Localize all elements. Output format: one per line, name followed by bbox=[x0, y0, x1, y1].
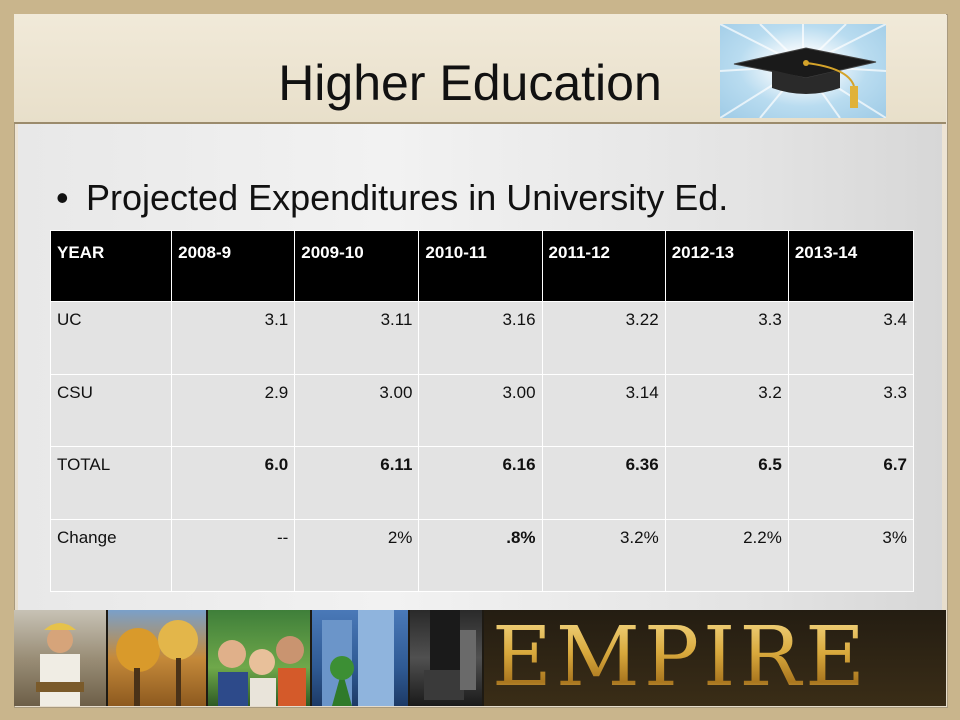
empire-logo-text: EMPIRE bbox=[492, 610, 869, 705]
table-cell: 3.3 bbox=[664, 301, 789, 375]
table-cell: .8% bbox=[418, 518, 543, 592]
table-cell: 6.0 bbox=[171, 446, 296, 520]
table-cell: 3% bbox=[787, 518, 915, 592]
bullet-dot: • bbox=[56, 177, 69, 218]
table-header-cell: 2011-12 bbox=[541, 230, 666, 302]
table-cell: 6.36 bbox=[541, 446, 666, 520]
table-cell: -- bbox=[171, 518, 296, 592]
empire-logo: EMPIRE bbox=[484, 610, 946, 706]
family-photo bbox=[208, 610, 310, 706]
table-cell: 3.11 bbox=[294, 301, 420, 375]
table-cell: 3.00 bbox=[418, 373, 543, 447]
worker-photo bbox=[14, 610, 106, 706]
table-cell: 3.2 bbox=[664, 373, 789, 447]
table-header-row: YEAR 2008-9 2009-10 2010-11 2011-12 2012… bbox=[49, 230, 915, 302]
slide-title: Higher Education bbox=[0, 58, 960, 108]
table-header-cell: 2013-14 bbox=[787, 230, 915, 302]
expenditures-table: YEAR 2008-9 2009-10 2010-11 2011-12 2012… bbox=[49, 230, 915, 592]
table-header-cell: 2008-9 bbox=[171, 230, 296, 302]
table-header-cell: YEAR bbox=[49, 230, 173, 302]
table-cell: 3.1 bbox=[171, 301, 296, 375]
bullet-text: Projected Expenditures in University Ed. bbox=[86, 177, 729, 218]
city-buildings-photo bbox=[312, 610, 408, 706]
slide-title-text: Higher Education bbox=[278, 55, 662, 111]
table-row: UC 3.1 3.11 3.16 3.22 3.3 3.4 bbox=[49, 301, 915, 375]
table-cell: 6.11 bbox=[294, 446, 420, 520]
table-cell: 3.2% bbox=[541, 518, 666, 592]
row-label: CSU bbox=[49, 373, 173, 447]
table-header-cell: 2012-13 bbox=[664, 230, 789, 302]
table-cell: 3.00 bbox=[294, 373, 420, 447]
table-header-cell: 2010-11 bbox=[418, 230, 543, 302]
table-row: TOTAL 6.0 6.11 6.16 6.36 6.5 6.7 bbox=[49, 446, 915, 520]
table-cell: 3.14 bbox=[541, 373, 666, 447]
table-cell: 3.4 bbox=[787, 301, 915, 375]
table-cell: 2.2% bbox=[664, 518, 789, 592]
table-cell: 6.7 bbox=[787, 446, 915, 520]
table-cell: 6.5 bbox=[664, 446, 789, 520]
table-cell: 6.16 bbox=[418, 446, 543, 520]
autumn-trees-photo bbox=[108, 610, 206, 706]
row-label: UC bbox=[49, 301, 173, 375]
graduation-cap-icon bbox=[720, 24, 886, 118]
business-person-photo bbox=[410, 610, 482, 706]
bullet-item: • Projected Expenditures in University Ed… bbox=[56, 180, 728, 216]
table-cell: 3.16 bbox=[418, 301, 543, 375]
table-cell: 3.3 bbox=[787, 373, 915, 447]
row-label: TOTAL bbox=[49, 446, 173, 520]
table-cell: 2.9 bbox=[171, 373, 296, 447]
table-header-cell: 2009-10 bbox=[294, 230, 420, 302]
table-row: Change -- 2% .8% 3.2% 2.2% 3% bbox=[49, 518, 915, 592]
table-cell: 2% bbox=[294, 518, 420, 592]
table-cell: 3.22 bbox=[541, 301, 666, 375]
table-row: CSU 2.9 3.00 3.00 3.14 3.2 3.3 bbox=[49, 373, 915, 447]
row-label: Change bbox=[49, 518, 173, 592]
